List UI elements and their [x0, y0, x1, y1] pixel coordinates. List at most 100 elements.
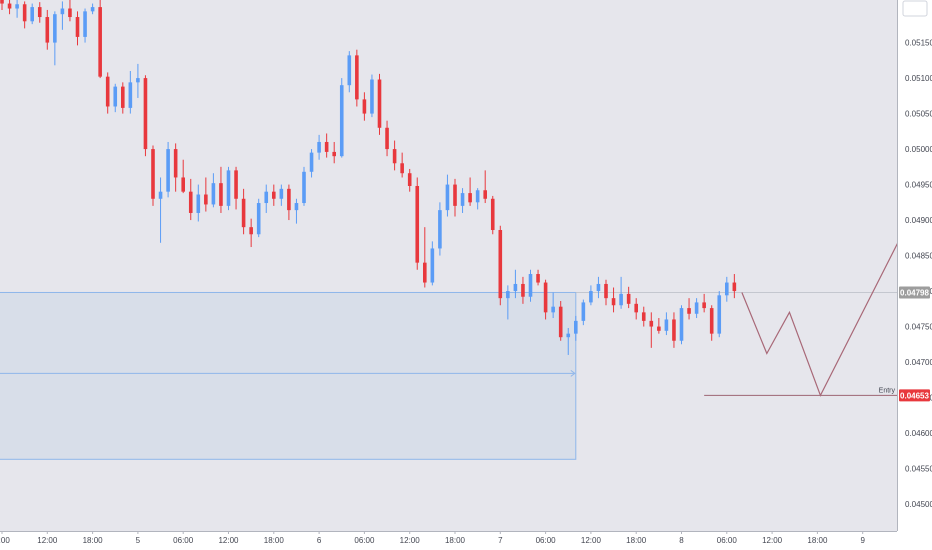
candle: [589, 285, 593, 306]
candle: [143, 75, 148, 157]
candle: [551, 292, 555, 319]
candle-body: [196, 194, 201, 213]
candle: [581, 299, 586, 326]
candle: [30, 3, 34, 25]
x-tick-label: 18:00: [83, 536, 104, 545]
candle-body: [370, 79, 374, 114]
candle-body: [657, 326, 661, 331]
candle-body: [75, 17, 80, 37]
candle: [287, 184, 291, 221]
price-axis-background: [897, 0, 932, 550]
candle-body: [664, 319, 669, 331]
candle-body: [400, 163, 404, 174]
candle-body: [90, 7, 95, 12]
candle: [98, 0, 102, 79]
candle: [596, 276, 601, 299]
candle-body: [219, 183, 223, 206]
candle-body: [256, 203, 261, 235]
candle-body: [717, 295, 722, 334]
y-tick-label: 0.04700: [905, 358, 932, 367]
candle-body: [558, 306, 563, 338]
candle-body: [121, 86, 125, 108]
candle: [264, 184, 269, 213]
candle-body: [732, 282, 737, 292]
candle-body: [98, 7, 102, 77]
candle-body: [113, 86, 118, 107]
x-tick-label: 06:00: [354, 536, 375, 545]
entry-price-label: 0.04653: [900, 391, 929, 400]
y-tick-label: 0.04950: [905, 181, 932, 190]
candle: [536, 269, 540, 286]
x-tick-label: 12:00: [400, 536, 421, 545]
projection-path[interactable]: [741, 197, 922, 397]
candle: [604, 279, 608, 306]
candle-body: [355, 55, 359, 100]
candle: [709, 305, 714, 341]
candle-body: [22, 4, 27, 22]
candle: [90, 3, 95, 15]
candle-body: [513, 283, 518, 292]
candle: [702, 293, 706, 313]
candle-body: [234, 170, 238, 199]
candle-body: [687, 308, 691, 314]
candle-body: [506, 291, 510, 299]
candle: [475, 188, 480, 210]
candle: [355, 49, 359, 107]
candle-body: [490, 198, 495, 231]
candle: [528, 269, 533, 302]
candle: [611, 287, 616, 313]
candle-body: [702, 302, 706, 309]
candle-body: [211, 183, 216, 205]
candle-body: [173, 149, 178, 178]
candle: [317, 134, 321, 160]
candle-body: [725, 282, 729, 296]
candle: [196, 184, 201, 222]
candle-body: [37, 7, 42, 18]
candle-body: [60, 8, 65, 15]
candle: [521, 276, 525, 304]
x-tick-label: 6:00: [0, 536, 10, 545]
x-tick-label: 06:00: [173, 536, 194, 545]
x-tick-label: 7: [498, 536, 503, 545]
candle-body: [181, 177, 185, 192]
candle: [400, 152, 404, 178]
current-price-label: 0.04798: [900, 288, 929, 297]
candle-body: [672, 319, 676, 341]
demand-zone-box[interactable]: [0, 291, 577, 460]
x-tick-label: 12:00: [581, 536, 602, 545]
x-tick-label: 5: [136, 536, 141, 545]
price-scale-settings-button[interactable]: [902, 0, 928, 17]
candle: [121, 82, 125, 114]
x-tick-label: 18:00: [445, 536, 466, 545]
candle: [725, 276, 729, 302]
candle-body: [339, 85, 344, 157]
candle: [453, 178, 457, 217]
candle: [256, 198, 261, 238]
candle-body: [287, 188, 291, 211]
entry-price-label-bg: [899, 389, 930, 402]
candle: [694, 298, 699, 319]
candle: [347, 51, 352, 93]
candle-body: [460, 193, 465, 206]
y-tick-label: 0.04850: [905, 252, 932, 261]
candle-body: [83, 11, 87, 37]
candle: [423, 227, 427, 288]
candle-body: [596, 283, 601, 292]
demand-zone-layer: [0, 291, 897, 460]
candle-body: [45, 17, 50, 43]
candle: [619, 276, 623, 309]
candle: [377, 73, 382, 135]
candle-body: [128, 82, 133, 108]
candle-body: [377, 79, 382, 128]
candle-body: [0, 0, 4, 4]
candle: [53, 11, 57, 66]
candle-body: [332, 151, 336, 157]
candle: [279, 184, 284, 206]
candle-body: [709, 308, 714, 334]
candle-body: [309, 152, 314, 172]
current-price-label-bg: [899, 286, 930, 299]
candle: [173, 143, 178, 192]
x-tick-label: 8: [679, 536, 684, 545]
candle-body: [468, 193, 472, 203]
